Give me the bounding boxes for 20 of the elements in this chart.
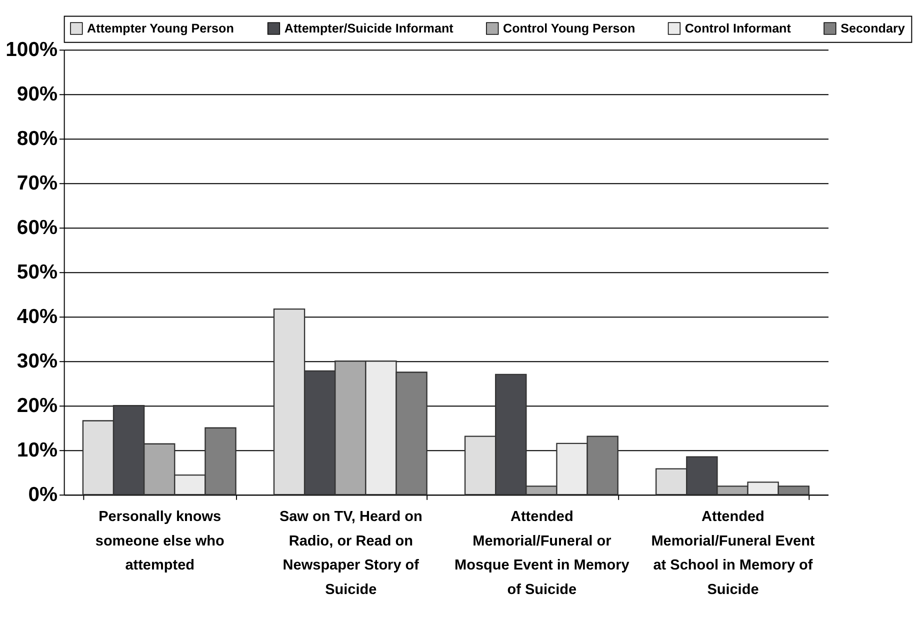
- legend-label: Control Young Person: [502, 21, 636, 36]
- x-tick-label: Attended Memorial/Funeral Event at School in Memory of Suicide: [651, 509, 815, 598]
- y-tick-label: 30%: [16, 350, 58, 372]
- legend-label: Attempter/Suicide Informant: [284, 21, 454, 36]
- y-tick-label: 50%: [16, 261, 58, 284]
- x-tick-label: Personally knows someone else who attempted: [95, 509, 224, 574]
- legend-label: Secondary: [840, 21, 905, 36]
- y-tick-label: 90%: [16, 83, 58, 106]
- legend-label: Control Informant: [684, 21, 792, 36]
- y-tick-label: 70%: [16, 172, 58, 194]
- x-tick-label: Attended Memorial/Funeral or Mosque Event in Memory of Suicide: [454, 509, 630, 598]
- legend-label: Attempter Young Person: [87, 21, 234, 36]
- y-tick-label: 0%: [28, 484, 58, 506]
- y-tick-label: 20%: [16, 394, 58, 417]
- y-tick-label: 10%: [16, 439, 58, 462]
- x-tick-label: Saw on TV, Heard on Radio, or Read on Newspaper Story of Suicide: [279, 509, 422, 598]
- y-tick-label: 60%: [16, 216, 58, 239]
- y-tick-label: 100%: [6, 38, 58, 61]
- y-tick-label: 80%: [16, 128, 58, 150]
- y-tick-label: 40%: [16, 306, 58, 328]
